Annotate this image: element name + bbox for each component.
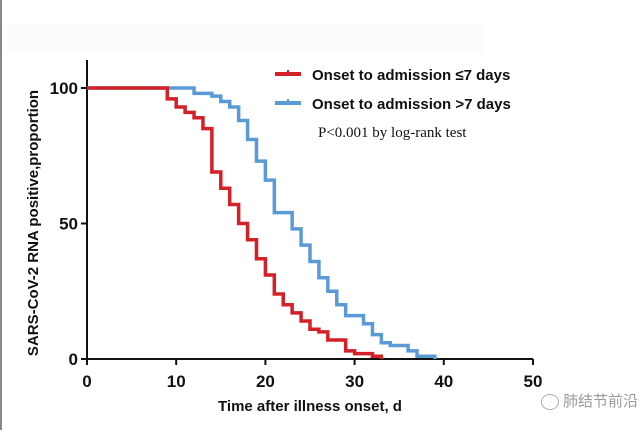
series-layer bbox=[87, 86, 437, 359]
series-line-gt7-days bbox=[87, 86, 437, 359]
watermark: 肺结节前沿 bbox=[541, 390, 638, 411]
background-panel bbox=[5, 24, 485, 54]
legend-label-blue: Onset to admission >7 days bbox=[312, 96, 511, 113]
x-tick-label: 30 bbox=[345, 372, 364, 391]
wechat-icon bbox=[541, 393, 559, 410]
x-tick-label: 40 bbox=[434, 372, 453, 391]
legend-label-red: Onset to admission ≤7 days bbox=[312, 67, 510, 84]
x-tick-label: 0 bbox=[82, 372, 91, 391]
x-tick-label: 50 bbox=[524, 372, 543, 391]
x-tick-label: 20 bbox=[256, 372, 275, 391]
x-tick-label: 10 bbox=[167, 372, 186, 391]
y-tick-label: 50 bbox=[59, 215, 78, 234]
pvalue-annotation: P<0.001 by log-rank test bbox=[318, 125, 467, 141]
y-tick-label: 100 bbox=[50, 79, 78, 98]
x-axis-title: Time after illness onset, d bbox=[218, 398, 402, 415]
y-tick-label: 0 bbox=[69, 350, 78, 369]
axes: 0 10 20 30 40 50 0 50 100 bbox=[50, 60, 543, 391]
y-axis-title: SARS-CoV-2 RNA positive,proportion bbox=[25, 90, 42, 356]
left-border bbox=[0, 0, 2, 430]
watermark-text: 肺结节前沿 bbox=[563, 392, 639, 410]
legend: Onset to admission ≤7 days Onset to admi… bbox=[275, 67, 511, 141]
series-line-le7-days bbox=[87, 86, 384, 359]
